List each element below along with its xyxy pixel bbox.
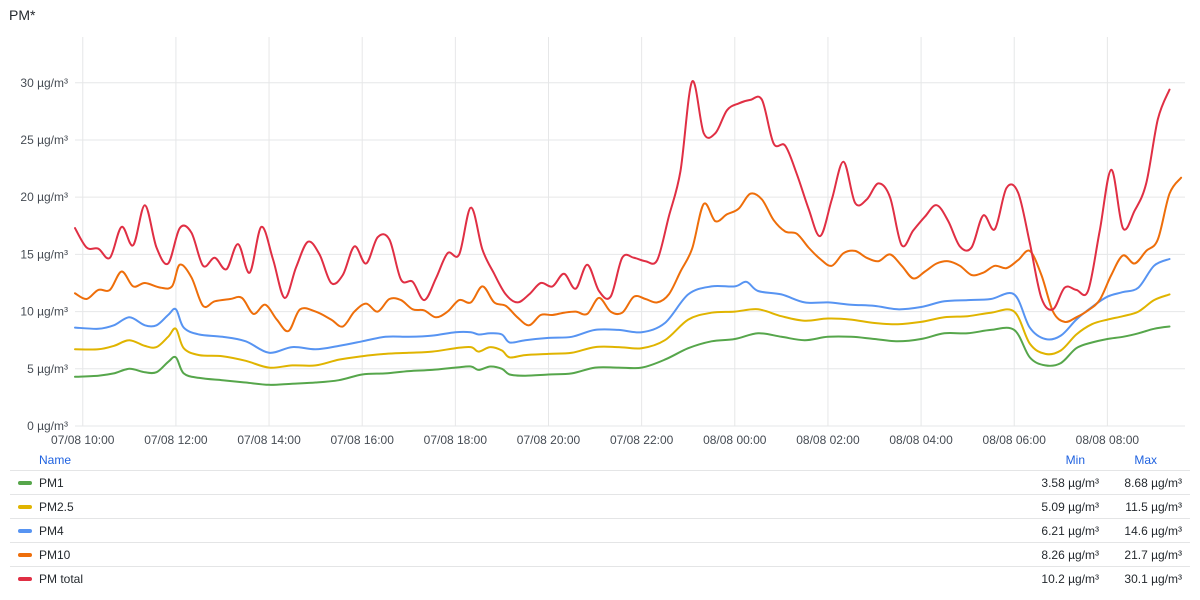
x-tick-label: 08/08 00:00: [703, 433, 767, 447]
legend-header-name[interactable]: Name: [39, 453, 72, 467]
y-tick-label: 25 µg/m³: [20, 133, 68, 147]
legend-series-name[interactable]: PM1: [39, 476, 64, 490]
legend-header-min[interactable]: Min: [1065, 453, 1085, 467]
series-line-pm2-5[interactable]: [74, 293, 1171, 369]
x-tick-label: 07/08 22:00: [610, 433, 674, 447]
panel-title: PM*: [9, 7, 36, 23]
legend-color-swatch[interactable]: [18, 505, 32, 509]
legend-series-name[interactable]: PM2.5: [39, 500, 74, 514]
y-tick-label: 30 µg/m³: [20, 76, 68, 90]
legend-min-value: 6.21 µg/m³: [1041, 524, 1099, 538]
x-tick-label: 07/08 12:00: [144, 433, 208, 447]
y-tick-label: 20 µg/m³: [20, 190, 68, 204]
legend-color-swatch[interactable]: [18, 481, 32, 485]
legend-table: Name Min Max PM1 3.58 µg/m³ 8.68 µg/m³ PM2.…: [10, 450, 1190, 590]
legend-row-pm2-5[interactable]: PM2.5 5.09 µg/m³ 11.5 µg/m³: [10, 494, 1190, 518]
legend-min-value: 3.58 µg/m³: [1041, 476, 1099, 490]
legend-series-name[interactable]: PM4: [39, 524, 64, 538]
series-line-pm-total[interactable]: [74, 80, 1171, 311]
legend-min-value: 10.2 µg/m³: [1041, 572, 1099, 586]
legend-max-value: 30.1 µg/m³: [1124, 572, 1182, 586]
legend-max-value: 11.5 µg/m³: [1125, 500, 1182, 514]
x-tick-label: 07/08 20:00: [517, 433, 581, 447]
x-tick-label: 08/08 04:00: [889, 433, 953, 447]
x-tick-label: 08/08 02:00: [796, 433, 860, 447]
legend-header-max[interactable]: Max: [1134, 453, 1157, 467]
y-tick-label: 5 µg/m³: [27, 362, 68, 376]
legend-color-swatch[interactable]: [18, 577, 32, 581]
legend-series-name[interactable]: PM10: [39, 548, 71, 562]
x-tick-label: 07/08 14:00: [237, 433, 301, 447]
x-tick-label: 07/08 16:00: [330, 433, 394, 447]
legend-row-pm4[interactable]: PM4 6.21 µg/m³ 14.6 µg/m³: [10, 518, 1190, 542]
legend-row-pm10[interactable]: PM10 8.26 µg/m³ 21.7 µg/m³: [10, 542, 1190, 566]
legend-row-pm1[interactable]: PM1 3.58 µg/m³ 8.68 µg/m³: [10, 470, 1190, 494]
series-line-pm4[interactable]: [74, 258, 1171, 354]
series-line-pm10[interactable]: [74, 176, 1183, 333]
y-tick-label: 0 µg/m³: [27, 419, 68, 433]
y-tick-label: 15 µg/m³: [20, 247, 68, 261]
legend-min-value: 8.26 µg/m³: [1041, 548, 1099, 562]
x-tick-label: 08/08 06:00: [983, 433, 1047, 447]
legend-series-name[interactable]: PM total: [39, 572, 84, 586]
series-line-pm1[interactable]: [74, 325, 1171, 386]
x-tick-label: 07/08 10:00: [51, 433, 115, 447]
legend-header: Name Min Max: [10, 450, 1190, 470]
y-tick-label: 10 µg/m³: [20, 305, 68, 319]
legend-max-value: 14.6 µg/m³: [1124, 524, 1182, 538]
legend-color-swatch[interactable]: [18, 529, 32, 533]
legend-max-value: 21.7 µg/m³: [1124, 548, 1182, 562]
x-tick-label: 07/08 18:00: [424, 433, 488, 447]
line-chart[interactable]: 0 µg/m³ 5 µg/m³ 10 µg/m³ 15 µg/m³ 20 µg/m³ 25…: [0, 0, 1200, 450]
legend-max-value: 8.68 µg/m³: [1124, 476, 1182, 490]
legend-color-swatch[interactable]: [18, 553, 32, 557]
legend-min-value: 5.09 µg/m³: [1041, 500, 1099, 514]
legend-row-pm-total[interactable]: PM total 10.2 µg/m³ 30.1 µg/m³: [10, 566, 1190, 590]
x-tick-label: 08/08 08:00: [1076, 433, 1140, 447]
